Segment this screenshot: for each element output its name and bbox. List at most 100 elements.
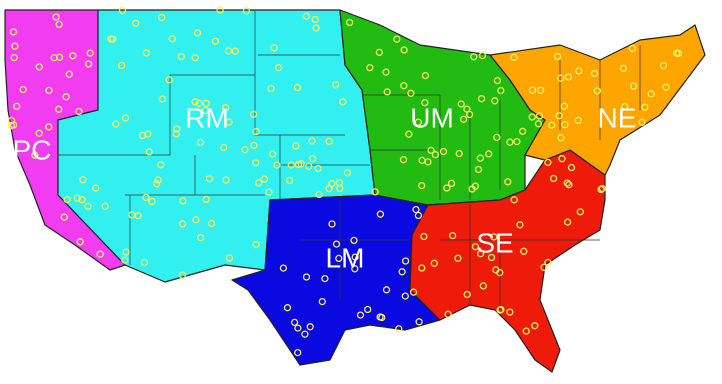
station-marker bbox=[128, 211, 136, 219]
station-marker bbox=[107, 35, 115, 43]
station-marker bbox=[242, 7, 251, 15]
station-marker bbox=[192, 216, 200, 224]
station-marker bbox=[178, 271, 187, 279]
station-marker bbox=[314, 164, 322, 173]
station-marker bbox=[65, 70, 73, 78]
station-marker bbox=[558, 155, 566, 163]
station-marker bbox=[496, 268, 504, 277]
station-marker bbox=[418, 264, 426, 272]
station-marker bbox=[117, 61, 126, 70]
station-marker bbox=[76, 238, 84, 246]
station-marker bbox=[292, 142, 300, 150]
station-marker bbox=[195, 99, 203, 107]
region-label: UM bbox=[410, 102, 454, 133]
station-marker bbox=[393, 35, 401, 43]
station-marker bbox=[574, 116, 582, 125]
station-marker bbox=[557, 134, 565, 142]
station-marker bbox=[430, 259, 438, 267]
station-marker bbox=[9, 121, 18, 129]
station-marker bbox=[619, 64, 628, 73]
station-marker bbox=[343, 169, 352, 177]
station-marker bbox=[459, 115, 468, 123]
station-marker bbox=[19, 85, 27, 94]
station-marker bbox=[318, 297, 326, 306]
station-marker bbox=[476, 154, 485, 162]
station-marker bbox=[375, 48, 383, 57]
station-marker bbox=[216, 6, 224, 14]
station-marker bbox=[308, 137, 316, 145]
station-marker bbox=[506, 138, 514, 146]
station-marker bbox=[69, 52, 77, 60]
station-marker bbox=[177, 52, 185, 61]
station-marker bbox=[255, 179, 263, 187]
station-marker bbox=[647, 90, 655, 98]
station-marker bbox=[165, 76, 173, 84]
station-marker bbox=[563, 179, 571, 187]
station-marker bbox=[328, 220, 336, 228]
station-marker bbox=[52, 13, 60, 21]
region-ne bbox=[489, 24, 706, 176]
station-marker bbox=[92, 184, 100, 192]
station-marker bbox=[628, 44, 637, 53]
station-marker bbox=[225, 254, 234, 262]
station-marker bbox=[415, 318, 423, 326]
regions bbox=[4, 9, 706, 373]
station-marker bbox=[297, 160, 305, 168]
station-marker bbox=[564, 73, 573, 81]
station-marker bbox=[231, 47, 239, 55]
station-marker bbox=[11, 42, 19, 50]
station-marker bbox=[510, 196, 518, 204]
station-marker bbox=[534, 120, 543, 128]
station-marker bbox=[497, 86, 505, 95]
station-marker bbox=[78, 196, 86, 204]
station-marker bbox=[531, 322, 539, 330]
station-marker bbox=[73, 194, 81, 202]
station-marker bbox=[382, 286, 391, 294]
station-marker bbox=[493, 76, 502, 85]
station-marker bbox=[398, 268, 406, 276]
station-marker bbox=[356, 311, 365, 319]
station-marker bbox=[196, 234, 205, 242]
station-marker bbox=[493, 133, 501, 142]
station-marker bbox=[50, 54, 58, 62]
station-marker bbox=[536, 86, 545, 94]
station-marker bbox=[274, 64, 283, 72]
station-marker bbox=[597, 185, 605, 194]
station-marker bbox=[535, 112, 544, 120]
station-marker bbox=[144, 130, 152, 138]
station-marker bbox=[294, 324, 302, 332]
station-marker bbox=[157, 161, 165, 169]
region-labels: PC RM UM NE LM SE bbox=[13, 102, 637, 273]
station-marker bbox=[477, 95, 486, 103]
station-marker bbox=[567, 163, 576, 172]
station-marker bbox=[504, 178, 512, 186]
station-marker bbox=[201, 106, 210, 115]
station-marker bbox=[290, 318, 299, 327]
station-marker bbox=[400, 46, 408, 54]
station-marker bbox=[520, 247, 528, 255]
station-marker bbox=[443, 184, 451, 192]
region-label: RM bbox=[185, 102, 229, 133]
station-marker bbox=[454, 254, 462, 262]
station-marker bbox=[193, 29, 202, 37]
station-marker bbox=[476, 250, 485, 258]
station-marker bbox=[414, 211, 423, 220]
station-marker bbox=[431, 151, 440, 159]
station-marker bbox=[575, 67, 583, 75]
station-marker bbox=[491, 97, 499, 105]
station-marker bbox=[265, 188, 273, 196]
station-marker bbox=[659, 61, 668, 70]
station-marker bbox=[371, 188, 379, 196]
station-marker bbox=[497, 305, 505, 314]
station-marker bbox=[407, 89, 415, 97]
station-marker bbox=[249, 110, 258, 118]
station-marker bbox=[305, 162, 313, 170]
station-marker bbox=[638, 118, 646, 126]
station-marker bbox=[444, 310, 452, 318]
station-marker bbox=[191, 98, 199, 106]
station-marker bbox=[211, 37, 220, 45]
station-marker bbox=[241, 146, 249, 154]
station-marker bbox=[339, 98, 347, 106]
station-marker bbox=[351, 265, 359, 273]
